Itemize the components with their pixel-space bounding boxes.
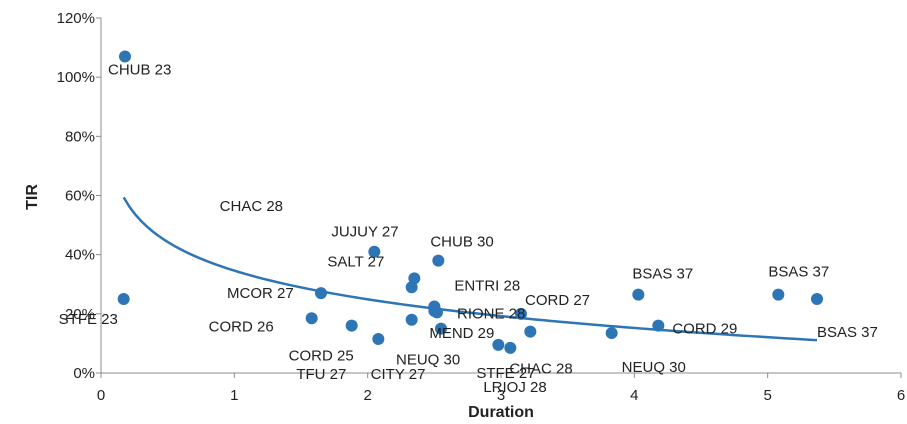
data-point <box>345 319 358 332</box>
x-tick-label: 2 <box>363 387 371 404</box>
point-label: STFE 23 <box>59 311 118 328</box>
data-point <box>405 313 418 326</box>
x-tick-label: 0 <box>97 387 105 404</box>
trendline-layer <box>122 196 818 342</box>
y-tick-label: 0% <box>73 365 95 382</box>
data-point <box>515 307 527 320</box>
point-label: SALT 27 <box>327 253 384 270</box>
point-label: CHUB 23 <box>108 61 171 78</box>
x-tick-label: 1 <box>230 387 238 404</box>
point-label: TFU 27 <box>296 366 346 383</box>
point-label: CHAC 28 <box>509 361 572 378</box>
x-tick-label: 3 <box>497 387 505 404</box>
point-label: BSAS 37 <box>632 266 693 283</box>
point-label: NEUQ 30 <box>396 352 460 369</box>
data-point <box>305 312 318 325</box>
data-point <box>652 319 665 332</box>
point-label: RIONE 28 <box>457 305 525 322</box>
data-point <box>428 304 441 317</box>
point-label: CORD 25 <box>289 348 354 365</box>
point-label: CHAC 28 <box>220 198 283 215</box>
point-label: NEUQ 30 <box>622 359 686 376</box>
point-label: JUJUY 27 <box>331 224 398 241</box>
data-point <box>432 254 445 267</box>
data-point <box>632 288 645 301</box>
x-tick-label: 5 <box>763 387 771 404</box>
point-label: CORD 27 <box>525 292 590 309</box>
point-label: ENTRI 28 <box>454 277 520 294</box>
axes: 0% 20% 40% 60% 80% 100% 120% 0 1 2 3 4 5 6 <box>57 10 906 404</box>
y-tick-label: 40% <box>65 247 95 264</box>
data-point <box>117 293 130 306</box>
y-axis-title: TIR <box>24 184 41 210</box>
data-point <box>368 245 381 258</box>
data-point <box>524 325 537 338</box>
y-tick-label: 120% <box>57 10 95 27</box>
point-label: STFE 27 <box>476 365 535 382</box>
data-point <box>119 50 131 63</box>
data-point <box>605 327 618 340</box>
data-point <box>435 322 447 335</box>
point-label: CHUB 30 <box>430 234 493 251</box>
data-point <box>811 293 823 306</box>
data-point <box>492 338 505 351</box>
point-label: BSAS 37 <box>768 264 829 281</box>
y-tick-label: 60% <box>65 188 95 205</box>
x-tick-label: 4 <box>630 387 638 404</box>
point-label: MEND 29 <box>429 325 494 342</box>
point-label: LRIOJ 28 <box>483 379 546 396</box>
trendline <box>122 196 818 342</box>
x-tick-label: 6 <box>897 387 905 404</box>
point-label: BSAS 37 <box>817 324 878 341</box>
point-label: MCOR 27 <box>227 285 294 302</box>
y-tick-label: 80% <box>65 128 95 145</box>
data-point <box>372 332 385 345</box>
point-label: CORD 29 <box>672 321 737 338</box>
y-tick-label: 100% <box>57 69 95 86</box>
points-layer <box>117 50 823 354</box>
data-point <box>315 287 327 300</box>
data-point <box>772 288 785 301</box>
point-label: CITY 27 <box>371 366 426 383</box>
data-point <box>405 281 418 294</box>
x-axis-title: Duration <box>468 404 534 421</box>
y-tick-label: 20% <box>65 306 95 323</box>
data-point <box>504 341 517 354</box>
point-label: CORD 26 <box>209 318 274 335</box>
